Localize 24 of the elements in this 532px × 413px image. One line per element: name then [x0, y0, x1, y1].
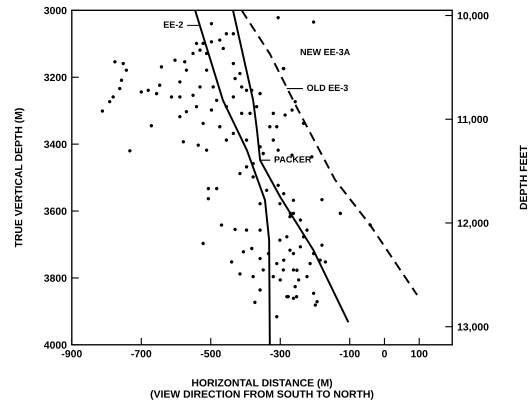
- annotation: EE-2: [164, 21, 183, 28]
- y-axis-title: TRUE VERTICAL DEPTH (M): [14, 108, 24, 248]
- x-axis-title: HORIZONTAL DISTANCE (M) (VIEW DIRECTION FROM SOUTH TO NORTH): [150, 378, 374, 400]
- y2-tick-label: 13,000: [458, 323, 488, 332]
- y-tick-label: 3200: [44, 74, 67, 82]
- annotation: OLD EE-3: [307, 84, 348, 92]
- y2-tick-label: 11,000: [458, 116, 488, 125]
- y-tick-label: 3600: [44, 208, 67, 215]
- y-tick-label: 3800: [44, 274, 67, 282]
- y2-tick-label: 12,000: [458, 219, 488, 228]
- x-tick-label: -100: [340, 350, 360, 358]
- x-tick-label: 100: [411, 350, 428, 358]
- y2-axis-title: DEPTH FEET: [520, 145, 528, 210]
- y-tick-label: 3400: [44, 140, 67, 148]
- x-tick-label: -900: [62, 350, 82, 358]
- x-tick-label: -300: [270, 350, 290, 358]
- annotation: PACKER: [274, 156, 312, 163]
- x-tick-label: 0: [382, 350, 387, 358]
- annotation: NEW EE-3A: [300, 48, 350, 56]
- y2-tick-label: 10,000: [458, 12, 488, 21]
- y-tick-label: 4000: [44, 341, 67, 349]
- x-tick-label: -500: [200, 350, 221, 358]
- x-tick-label: -700: [131, 350, 152, 358]
- y-tick-label: 3000: [44, 6, 67, 14]
